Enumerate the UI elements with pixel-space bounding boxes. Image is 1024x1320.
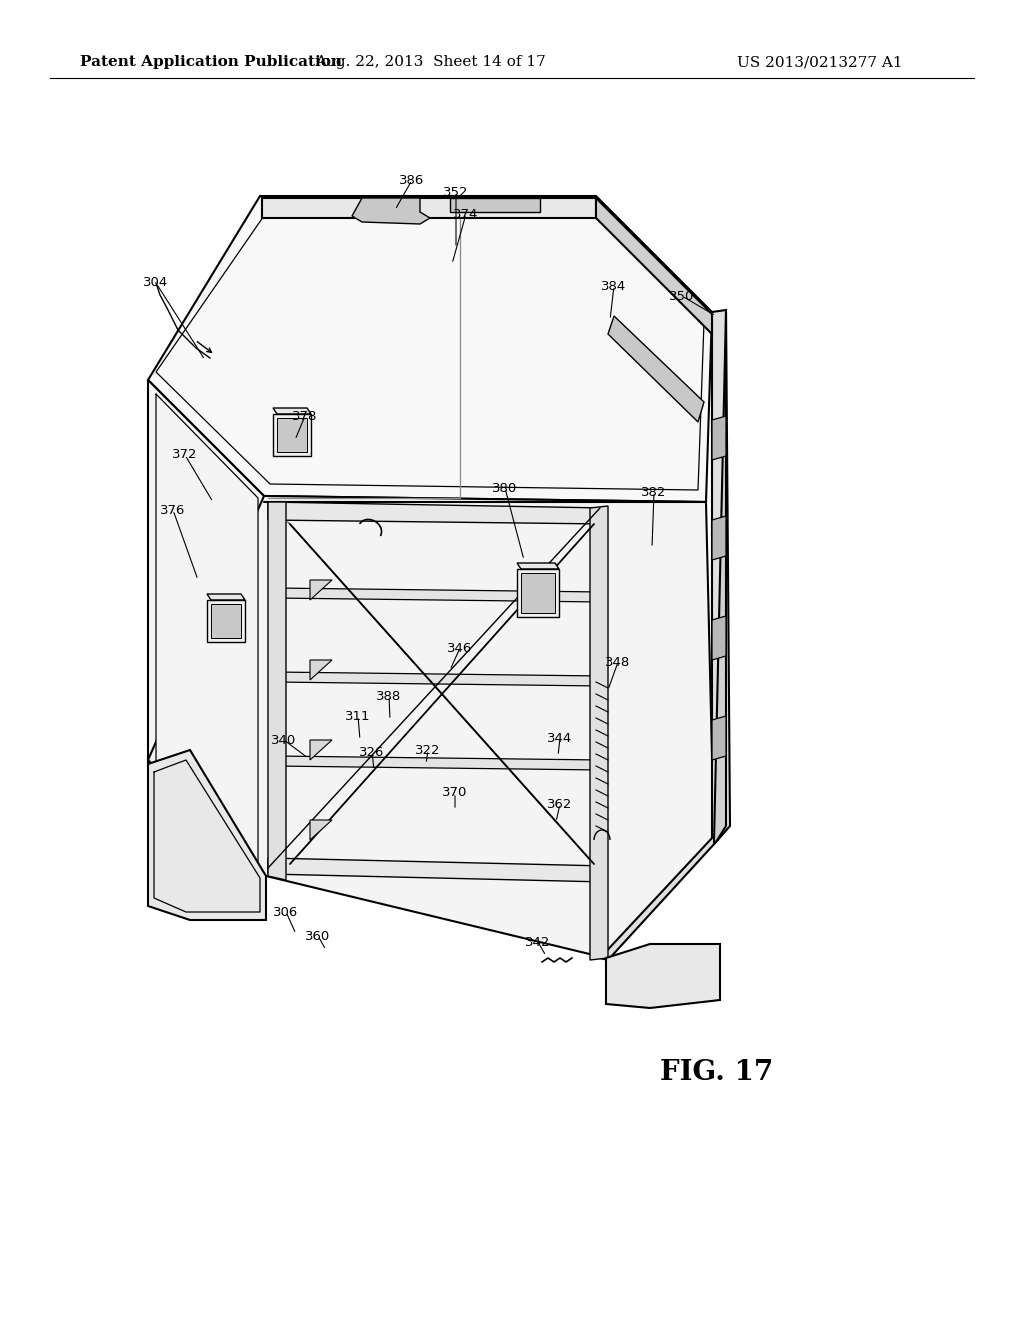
Polygon shape [156,210,705,490]
Text: 362: 362 [547,797,572,810]
Polygon shape [600,310,730,960]
Polygon shape [268,502,286,880]
Polygon shape [712,416,726,459]
Polygon shape [207,601,245,642]
Polygon shape [268,858,606,882]
Polygon shape [590,506,608,960]
Text: 360: 360 [305,929,331,942]
Text: Aug. 22, 2013  Sheet 14 of 17: Aug. 22, 2013 Sheet 14 of 17 [314,55,546,69]
Polygon shape [148,195,712,502]
Polygon shape [310,660,332,680]
Polygon shape [712,715,726,760]
Polygon shape [608,315,705,422]
Polygon shape [310,741,332,760]
Text: 340: 340 [271,734,297,747]
Text: 322: 322 [416,743,440,756]
Polygon shape [596,198,712,334]
Polygon shape [606,944,720,1008]
Polygon shape [207,594,245,601]
Polygon shape [156,393,258,870]
Text: 306: 306 [273,906,299,919]
Text: 384: 384 [601,280,627,293]
Polygon shape [273,408,311,414]
Text: 326: 326 [359,746,385,759]
Polygon shape [712,516,726,560]
Polygon shape [521,573,555,612]
Polygon shape [148,750,266,920]
Polygon shape [714,310,726,842]
Text: 380: 380 [493,482,517,495]
Text: 344: 344 [548,731,572,744]
Text: 350: 350 [670,289,694,302]
Polygon shape [273,414,311,455]
Polygon shape [274,756,602,770]
Polygon shape [268,502,606,524]
Text: 352: 352 [443,186,469,198]
Polygon shape [148,496,714,958]
Polygon shape [274,672,602,686]
Text: 304: 304 [143,276,169,289]
Text: 376: 376 [161,503,185,516]
Text: Patent Application Publication: Patent Application Publication [80,55,342,69]
Text: 372: 372 [172,449,198,462]
Polygon shape [310,579,332,601]
Polygon shape [517,564,559,569]
Polygon shape [450,198,540,213]
Polygon shape [310,820,332,840]
Text: 386: 386 [399,173,425,186]
Text: 342: 342 [525,936,551,949]
Text: FIG. 17: FIG. 17 [660,1059,773,1085]
Text: 378: 378 [292,409,317,422]
Polygon shape [352,198,430,224]
Polygon shape [278,418,307,451]
Text: 388: 388 [377,689,401,702]
Text: 382: 382 [641,486,667,499]
Polygon shape [211,605,241,638]
Polygon shape [262,198,596,218]
Text: 348: 348 [605,656,631,668]
Polygon shape [148,380,264,880]
Polygon shape [712,616,726,660]
Text: US 2013/0213277 A1: US 2013/0213277 A1 [737,55,903,69]
Text: 374: 374 [454,207,478,220]
Polygon shape [274,587,602,602]
Polygon shape [517,569,559,616]
Text: 370: 370 [442,787,468,800]
Text: 346: 346 [447,642,473,655]
Text: 311: 311 [345,710,371,722]
